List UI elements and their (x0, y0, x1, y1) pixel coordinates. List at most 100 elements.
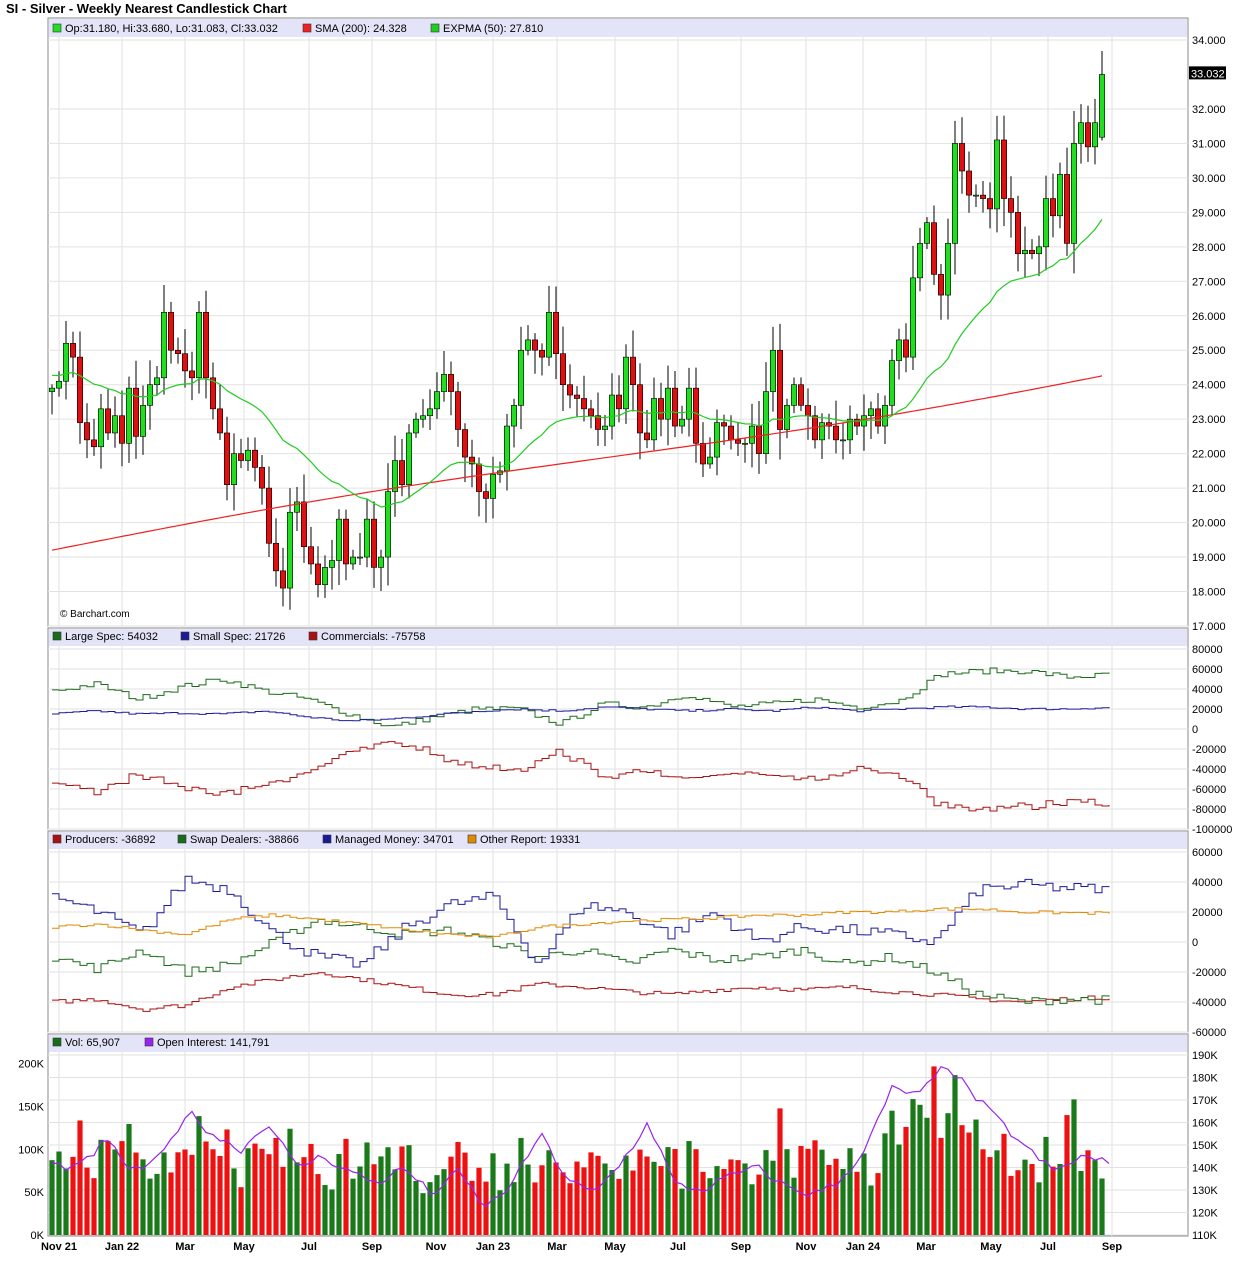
volume-bar-up (868, 1185, 874, 1235)
candle-up (664, 387, 671, 420)
candle-up (517, 349, 524, 406)
candle-up (839, 439, 846, 442)
volume-bar-up (392, 1169, 398, 1235)
candle-down (342, 518, 349, 565)
volume-bar-up (623, 1155, 629, 1235)
y-tick-label: 20.000 (1192, 518, 1226, 530)
candle-up (349, 556, 356, 565)
volume-bar-up (49, 1160, 55, 1235)
vol-tick-label: 150K (18, 1101, 44, 1113)
volume-bar-up (742, 1163, 748, 1235)
candle-down (1000, 139, 1007, 199)
candle-down (70, 343, 77, 358)
candle-up (384, 491, 391, 558)
legend-swatch (52, 23, 62, 33)
volume-bar-down (119, 1141, 125, 1235)
candle-down (566, 384, 573, 396)
volume-bar-down (903, 1126, 909, 1235)
small-spec-line (52, 705, 1110, 722)
candle-down (210, 377, 217, 410)
x-tick-label: Nov (796, 1241, 818, 1253)
legend-swatch (144, 1037, 154, 1047)
volume-bar-up (504, 1163, 510, 1235)
candle-up (391, 460, 398, 492)
candle-down (217, 408, 224, 434)
candle-up (685, 387, 692, 420)
candle-down (832, 425, 839, 441)
volume-bar-down (560, 1172, 566, 1235)
candle-up (112, 415, 119, 434)
volume-bar-up (441, 1169, 447, 1235)
candle-up (433, 391, 440, 410)
disagg-panel-frame (47, 830, 1189, 1033)
candle-down (636, 384, 643, 434)
legend-swatch (52, 631, 62, 641)
y-tick-label: 24.000 (1192, 380, 1226, 392)
volume-bar-up (896, 1144, 902, 1235)
volume-bar-up (882, 1133, 888, 1235)
volume-bar-down (1001, 1133, 1007, 1235)
volume-bar-down (224, 1129, 230, 1235)
volume-bar-down (700, 1171, 706, 1235)
volume-bar-up (1022, 1159, 1028, 1235)
volume-bar-up (1043, 1136, 1049, 1235)
candle-up (524, 339, 531, 351)
volume-bar-down (462, 1152, 468, 1235)
y-tick-label: 26.000 (1192, 311, 1226, 323)
candle-up (741, 443, 748, 445)
vol-tick-label: 200K (18, 1059, 44, 1071)
candle-up (909, 277, 916, 358)
y-tick-label: 27.000 (1192, 276, 1226, 288)
volume-bar-down (308, 1143, 314, 1235)
legend-swatch (430, 23, 440, 33)
candle-up (951, 143, 958, 244)
volume-bar-down (798, 1145, 804, 1235)
volume-bar-down (539, 1165, 545, 1235)
legend-label: Swap Dealers: -38866 (190, 834, 299, 846)
candle-up (489, 474, 496, 499)
x-tick-label: Jan 24 (846, 1241, 881, 1253)
volume-bar-up (490, 1153, 496, 1235)
candle-up (55, 380, 62, 389)
volume-bar-up (679, 1188, 685, 1235)
volume-bar-down (175, 1152, 181, 1235)
volume-bar-up (245, 1148, 251, 1235)
candle-down (559, 353, 566, 386)
candle-up (706, 456, 713, 465)
volume-bar-down (630, 1170, 636, 1235)
volume-bar-up (602, 1163, 608, 1235)
volume-bar-up (784, 1149, 790, 1235)
volume-bar-down (875, 1173, 881, 1235)
volume-bar-up (140, 1159, 146, 1235)
candle-up (196, 312, 203, 379)
candle-up (601, 425, 608, 430)
swap-dealers-line (52, 918, 1110, 1006)
volume-bar-down (238, 1187, 244, 1235)
candle-up (293, 501, 300, 513)
candle-up (1057, 174, 1064, 217)
volume-bar-down (728, 1159, 734, 1235)
candle-up (412, 418, 419, 434)
volume-bar-up (763, 1150, 769, 1235)
volume-bar-up (378, 1156, 384, 1235)
candle-up (622, 356, 629, 410)
volume-bar-up (1078, 1171, 1084, 1235)
volume-bar-down (672, 1149, 678, 1235)
candle-down (447, 374, 454, 392)
candle-down (398, 460, 405, 485)
x-tick-label: Sep (362, 1241, 382, 1253)
volume-bar-down (735, 1160, 741, 1235)
candle-up (1078, 122, 1085, 144)
x-tick-label: Jul (301, 1241, 317, 1253)
legend-label: Producers: -36892 (65, 834, 156, 846)
volume-panel-legend-bar (49, 1035, 1187, 1052)
volume-bar-down (203, 1141, 209, 1235)
candle-up (356, 556, 363, 559)
volume-bar-up (714, 1166, 720, 1235)
candle-up (98, 408, 105, 448)
candle-down (314, 563, 321, 585)
volume-bar-up (665, 1147, 671, 1235)
candle-up (335, 518, 342, 561)
candle-up (888, 360, 895, 406)
